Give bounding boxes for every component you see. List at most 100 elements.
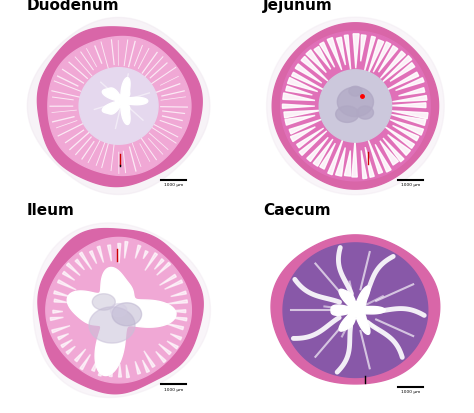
Polygon shape (50, 318, 64, 321)
Polygon shape (297, 129, 324, 149)
Polygon shape (63, 272, 74, 280)
Polygon shape (337, 38, 346, 66)
Polygon shape (336, 107, 359, 123)
Polygon shape (27, 19, 210, 195)
Polygon shape (286, 87, 312, 96)
Polygon shape (390, 120, 423, 136)
Polygon shape (368, 40, 384, 75)
Polygon shape (307, 138, 328, 162)
Polygon shape (313, 140, 333, 167)
Polygon shape (272, 24, 438, 190)
Polygon shape (52, 326, 70, 333)
Polygon shape (112, 303, 142, 326)
Text: Duodenum: Duodenum (27, 0, 119, 13)
Polygon shape (37, 28, 202, 187)
Polygon shape (337, 88, 374, 117)
Polygon shape (301, 57, 328, 82)
Polygon shape (288, 78, 318, 93)
Text: Caecum: Caecum (264, 202, 331, 217)
Polygon shape (382, 57, 412, 83)
Polygon shape (156, 351, 166, 363)
Polygon shape (164, 280, 182, 290)
Polygon shape (378, 47, 398, 73)
Polygon shape (169, 310, 186, 313)
Polygon shape (391, 115, 426, 126)
Polygon shape (344, 36, 351, 70)
Polygon shape (160, 275, 176, 286)
Polygon shape (74, 349, 86, 362)
Polygon shape (80, 355, 91, 370)
Polygon shape (91, 355, 100, 371)
Polygon shape (319, 71, 392, 143)
Polygon shape (386, 73, 419, 91)
Polygon shape (284, 111, 322, 119)
Polygon shape (75, 259, 84, 270)
Polygon shape (110, 304, 127, 317)
Polygon shape (164, 323, 183, 330)
Polygon shape (159, 344, 171, 355)
Polygon shape (38, 229, 203, 394)
Polygon shape (167, 341, 178, 349)
Polygon shape (89, 307, 135, 343)
Polygon shape (97, 247, 103, 263)
Polygon shape (361, 151, 367, 179)
Polygon shape (352, 141, 357, 178)
Polygon shape (391, 112, 428, 119)
Polygon shape (171, 291, 186, 297)
Polygon shape (320, 144, 335, 170)
Polygon shape (306, 51, 326, 74)
Polygon shape (281, 32, 430, 181)
Text: 1000 μm: 1000 μm (401, 183, 420, 187)
Polygon shape (166, 300, 187, 304)
Polygon shape (392, 126, 419, 142)
Polygon shape (283, 105, 315, 109)
Polygon shape (390, 104, 426, 108)
Polygon shape (365, 148, 374, 178)
Polygon shape (66, 347, 75, 354)
Polygon shape (118, 364, 121, 377)
Polygon shape (399, 88, 425, 97)
Polygon shape (54, 299, 68, 303)
Polygon shape (283, 243, 428, 377)
Polygon shape (61, 340, 73, 348)
Polygon shape (380, 141, 399, 166)
Polygon shape (291, 128, 315, 142)
Polygon shape (380, 52, 405, 79)
Polygon shape (145, 253, 157, 271)
Polygon shape (271, 235, 440, 384)
Polygon shape (327, 38, 342, 71)
Text: Ileum: Ileum (27, 202, 74, 217)
Polygon shape (331, 286, 385, 335)
Polygon shape (135, 245, 141, 259)
Polygon shape (58, 334, 69, 340)
Polygon shape (79, 69, 158, 145)
Polygon shape (102, 78, 148, 125)
Polygon shape (368, 140, 383, 174)
Polygon shape (365, 37, 375, 73)
Polygon shape (108, 245, 111, 261)
Polygon shape (283, 94, 315, 101)
Polygon shape (143, 251, 148, 259)
Text: 1000 μm: 1000 μm (401, 389, 420, 393)
Polygon shape (92, 294, 115, 311)
Polygon shape (126, 365, 129, 378)
Polygon shape (349, 87, 362, 97)
Polygon shape (57, 280, 76, 290)
Polygon shape (319, 43, 335, 68)
Polygon shape (373, 43, 391, 73)
Polygon shape (170, 334, 182, 340)
Polygon shape (48, 38, 191, 176)
Polygon shape (285, 116, 315, 126)
Polygon shape (328, 139, 343, 175)
Polygon shape (361, 36, 366, 62)
Polygon shape (295, 65, 322, 84)
Polygon shape (383, 139, 404, 162)
Polygon shape (118, 244, 121, 263)
Polygon shape (90, 251, 97, 264)
Polygon shape (54, 291, 71, 297)
Text: 1000 μm: 1000 μm (164, 387, 183, 391)
Polygon shape (314, 47, 331, 70)
Polygon shape (299, 132, 327, 156)
Polygon shape (67, 268, 176, 376)
Polygon shape (266, 18, 444, 195)
